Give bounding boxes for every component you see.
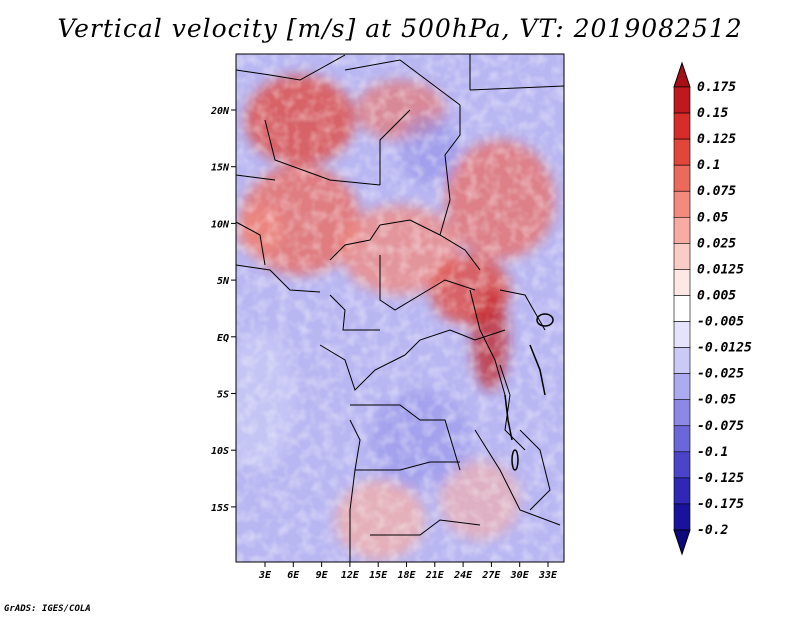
colorbar-label: -0.1 [697,445,728,460]
lat-tick-label: 5N [217,276,230,287]
colorbar-swatch [673,347,691,374]
colorbar-label: 0.005 [697,288,736,303]
colorbar-swatch [673,190,691,218]
lon-tick-label: 9E [316,570,329,581]
colorbar-swatch [673,243,691,270]
colorbar-label: 0.15 [697,106,728,121]
colorbar-swatch [673,112,691,140]
lat-tick-label: 15N [211,163,230,174]
colorbar-swatch [673,477,691,505]
longitude-axis: 3E 6E 9E 12E 15E 18E 21E 24E 27E 30E 33E [258,562,558,581]
colorbar-label: 0.175 [697,80,736,95]
colorbar-label: -0.125 [697,471,744,486]
map-title: Vertical velocity [m/s] at 500hPa, VT: 2… [57,14,743,43]
colorbar-arrow-top [673,61,691,88]
lon-tick-label: 3E [258,570,272,581]
colorbar-label: -0.05 [697,393,736,408]
lon-tick-label: 12E [341,570,360,581]
colorbar-label: 0.05 [697,210,728,225]
lat-tick-label: 10N [211,219,230,230]
colorbar-label: 0.1 [697,158,720,173]
lon-tick-label: 21E [425,570,445,581]
colorbar-label: -0.0125 [697,341,752,356]
lat-tick-label: 10S [211,446,229,457]
colorbar: 0.175 0.15 0.125 0.1 0.075 0.05 0.025 0.0125 0.0… [673,61,752,556]
colorbar-swatch [673,86,691,114]
country-borders [236,54,564,562]
colorbar-swatch [673,164,691,192]
lon-tick-label: 6E [287,570,300,581]
colorbar-swatch [673,503,691,531]
lat-tick-label: 5S [217,390,229,401]
colorbar-label: -0.025 [697,367,744,382]
lon-tick-label: 27E [481,570,501,581]
colorbar-swatch [673,425,691,453]
lat-tick-label: 15S [211,503,229,514]
colorbar-label: 0.0125 [697,262,744,277]
map-frame [235,53,565,563]
latitude-axis: 20N 15N 10N 5N EQ 5S 10S 15S [210,106,236,514]
colorbar-swatch [673,399,691,427]
colorbar-swatch [673,321,691,348]
colorbar-label: -0.2 [697,523,728,538]
lon-tick-label: 18E [397,570,416,581]
colorbar-label: 0.025 [697,236,736,251]
grads-credit: GrADS: IGES/COLA [4,604,91,614]
lon-tick-label: 30E [510,570,530,581]
colorbar-swatch [673,295,691,322]
vertical-velocity-field [236,54,564,562]
colorbar-label: -0.175 [697,497,744,512]
colorbar-swatch [673,373,691,401]
lon-tick-label: 33E [538,570,558,581]
lat-tick-label: EQ [217,333,229,344]
lake-outlines [504,313,554,471]
colorbar-swatch [673,138,691,166]
lat-tick-label: 20N [210,106,230,117]
lon-tick-label: 24E [453,570,473,581]
colorbar-arrow-bottom [673,529,691,556]
colorbar-swatch [673,451,691,479]
colorbar-label: -0.075 [697,419,744,434]
colorbar-swatch [673,269,691,296]
colorbar-label: 0.125 [697,132,736,147]
colorbar-label: -0.005 [697,315,744,330]
lon-tick-label: 15E [369,570,388,581]
colorbar-swatch [673,216,691,244]
colorbar-label: 0.075 [697,184,736,199]
